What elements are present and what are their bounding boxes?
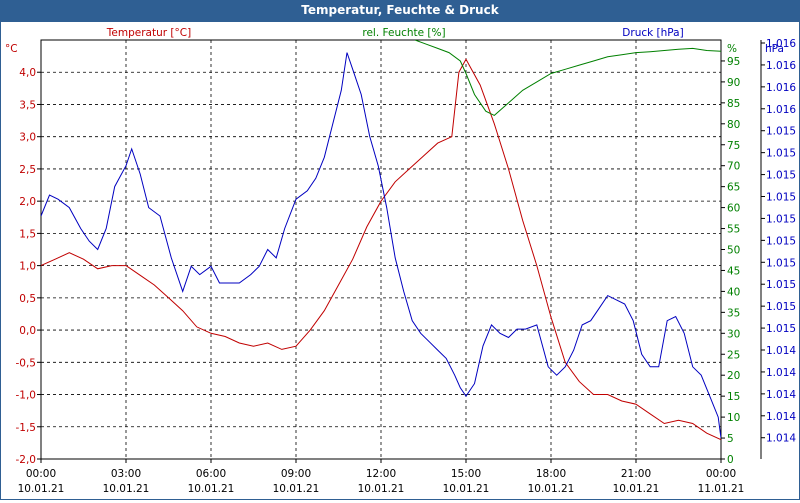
pressure-tick-label: 1.014 <box>766 345 796 357</box>
x-tick-date-label: 10.01.21 <box>18 483 65 495</box>
x-tick-date-label: 10.01.21 <box>188 483 235 495</box>
temp-tick-label: -2,0 <box>16 454 37 466</box>
humidity-tick-label: 30 <box>727 328 740 340</box>
chart-area: 00:00 10.01.21 03:00 10.01.21 06:00 10.01.21 0… <box>0 22 800 500</box>
pressure-tick-label: 1.016 <box>766 82 796 94</box>
humidity-tick-label: 80 <box>727 119 740 131</box>
temp-tick-label: 1,0 <box>19 261 36 273</box>
pressure-axis-title: Druck [hPa] <box>622 27 683 39</box>
pressure-tick-label: 1.015 <box>766 148 796 160</box>
humidity-tick-label: 50 <box>727 245 740 257</box>
humidity-tick-label: 25 <box>727 349 740 361</box>
humidity-tick-label: 55 <box>727 224 740 236</box>
pressure-tick-label: 1.016 <box>766 104 796 116</box>
series-line-humidity <box>414 40 721 116</box>
temp-tick-label: 3,0 <box>19 132 36 144</box>
temp-axis-title: Temperatur [°C] <box>106 27 191 39</box>
humidity-tick-label: 5 <box>727 433 734 445</box>
humidity-tick-label: 40 <box>727 286 740 298</box>
x-tick-time-label: 06:00 <box>196 468 226 480</box>
temp-tick-label: 2,5 <box>19 164 36 176</box>
x-tick-time-label: 12:00 <box>366 468 396 480</box>
pressure-tick-label: 1.015 <box>766 126 796 138</box>
humidity-tick-label: 45 <box>727 265 740 277</box>
temp-tick-label: 2,0 <box>19 196 36 208</box>
temp-tick-label: -1,5 <box>16 422 37 434</box>
x-tick-time-label: 15:00 <box>451 468 481 480</box>
temp-unit-label: °C <box>5 43 18 55</box>
x-tick-date-label: 11.01.21 <box>698 483 745 495</box>
humidity-tick-label: 60 <box>727 203 740 215</box>
pressure-tick-label: 1.014 <box>766 411 796 423</box>
temp-tick-label: 3,5 <box>19 99 36 111</box>
pressure-tick-label: 1.016 <box>766 38 796 50</box>
pressure-tick-label: 1.015 <box>766 301 796 313</box>
pressure-tick-label: 1.015 <box>766 235 796 247</box>
chart-title: Temperatur, Feuchte & Druck <box>301 3 499 17</box>
humidity-unit-label: % <box>727 43 737 55</box>
x-tick-date-label: 10.01.21 <box>613 483 660 495</box>
humidity-tick-label: 65 <box>727 182 740 194</box>
temp-tick-label: 0,5 <box>19 293 36 305</box>
chart-svg: 00:00 10.01.21 03:00 10.01.21 06:00 10.01.21 0… <box>5 27 796 495</box>
x-tick-date-label: 10.01.21 <box>443 483 490 495</box>
humidity-tick-label: 10 <box>727 412 740 424</box>
humidity-tick-label: 20 <box>727 370 740 382</box>
humidity-tick-label: 0 <box>727 454 734 466</box>
x-tick-date-label: 10.01.21 <box>103 483 150 495</box>
temp-tick-label: 4,0 <box>19 67 36 79</box>
temp-tick-label: 0,0 <box>19 325 36 337</box>
x-tick-date-label: 10.01.21 <box>528 483 575 495</box>
humidity-tick-label: 15 <box>727 391 740 403</box>
pressure-tick-label: 1.015 <box>766 192 796 204</box>
title-bar: Temperatur, Feuchte & Druck <box>0 0 800 23</box>
pressure-tick-label: 1.014 <box>766 367 796 379</box>
humidity-tick-label: 75 <box>727 140 740 152</box>
pressure-tick-label: 1.015 <box>766 257 796 269</box>
series-line-temperature <box>41 58 721 441</box>
pressure-tick-label: 1.014 <box>766 389 796 401</box>
pressure-tick-label: 1.016 <box>766 60 796 72</box>
x-tick-time-label: 00:00 <box>706 468 736 480</box>
temp-tick-label: 1,5 <box>19 228 36 240</box>
pressure-tick-label: 1.014 <box>766 433 796 445</box>
x-tick-time-label: 18:00 <box>536 468 566 480</box>
pressure-unit-label: hPa <box>765 43 784 55</box>
pressure-tick-label: 1.015 <box>766 213 796 225</box>
humidity-tick-label: 70 <box>727 161 740 173</box>
series-line-pressure <box>41 52 721 439</box>
humidity-tick-label: 95 <box>727 56 740 68</box>
temp-tick-label: -0,5 <box>16 357 37 369</box>
temp-tick-label: -1,0 <box>16 390 37 402</box>
x-tick-date-label: 10.01.21 <box>273 483 320 495</box>
x-tick-time-label: 03:00 <box>111 468 141 480</box>
x-tick-time-label: 09:00 <box>281 468 311 480</box>
humidity-tick-label: 85 <box>727 98 740 110</box>
humidity-axis-title: rel. Feuchte [%] <box>362 27 445 39</box>
pressure-tick-label: 1.015 <box>766 279 796 291</box>
x-tick-date-label: 10.01.21 <box>358 483 405 495</box>
humidity-tick-label: 90 <box>727 77 740 89</box>
x-tick-time-label: 21:00 <box>621 468 651 480</box>
x-tick-time-label: 00:00 <box>26 468 56 480</box>
pressure-tick-label: 1.015 <box>766 323 796 335</box>
pressure-tick-label: 1.015 <box>766 170 796 182</box>
humidity-tick-label: 35 <box>727 307 740 319</box>
